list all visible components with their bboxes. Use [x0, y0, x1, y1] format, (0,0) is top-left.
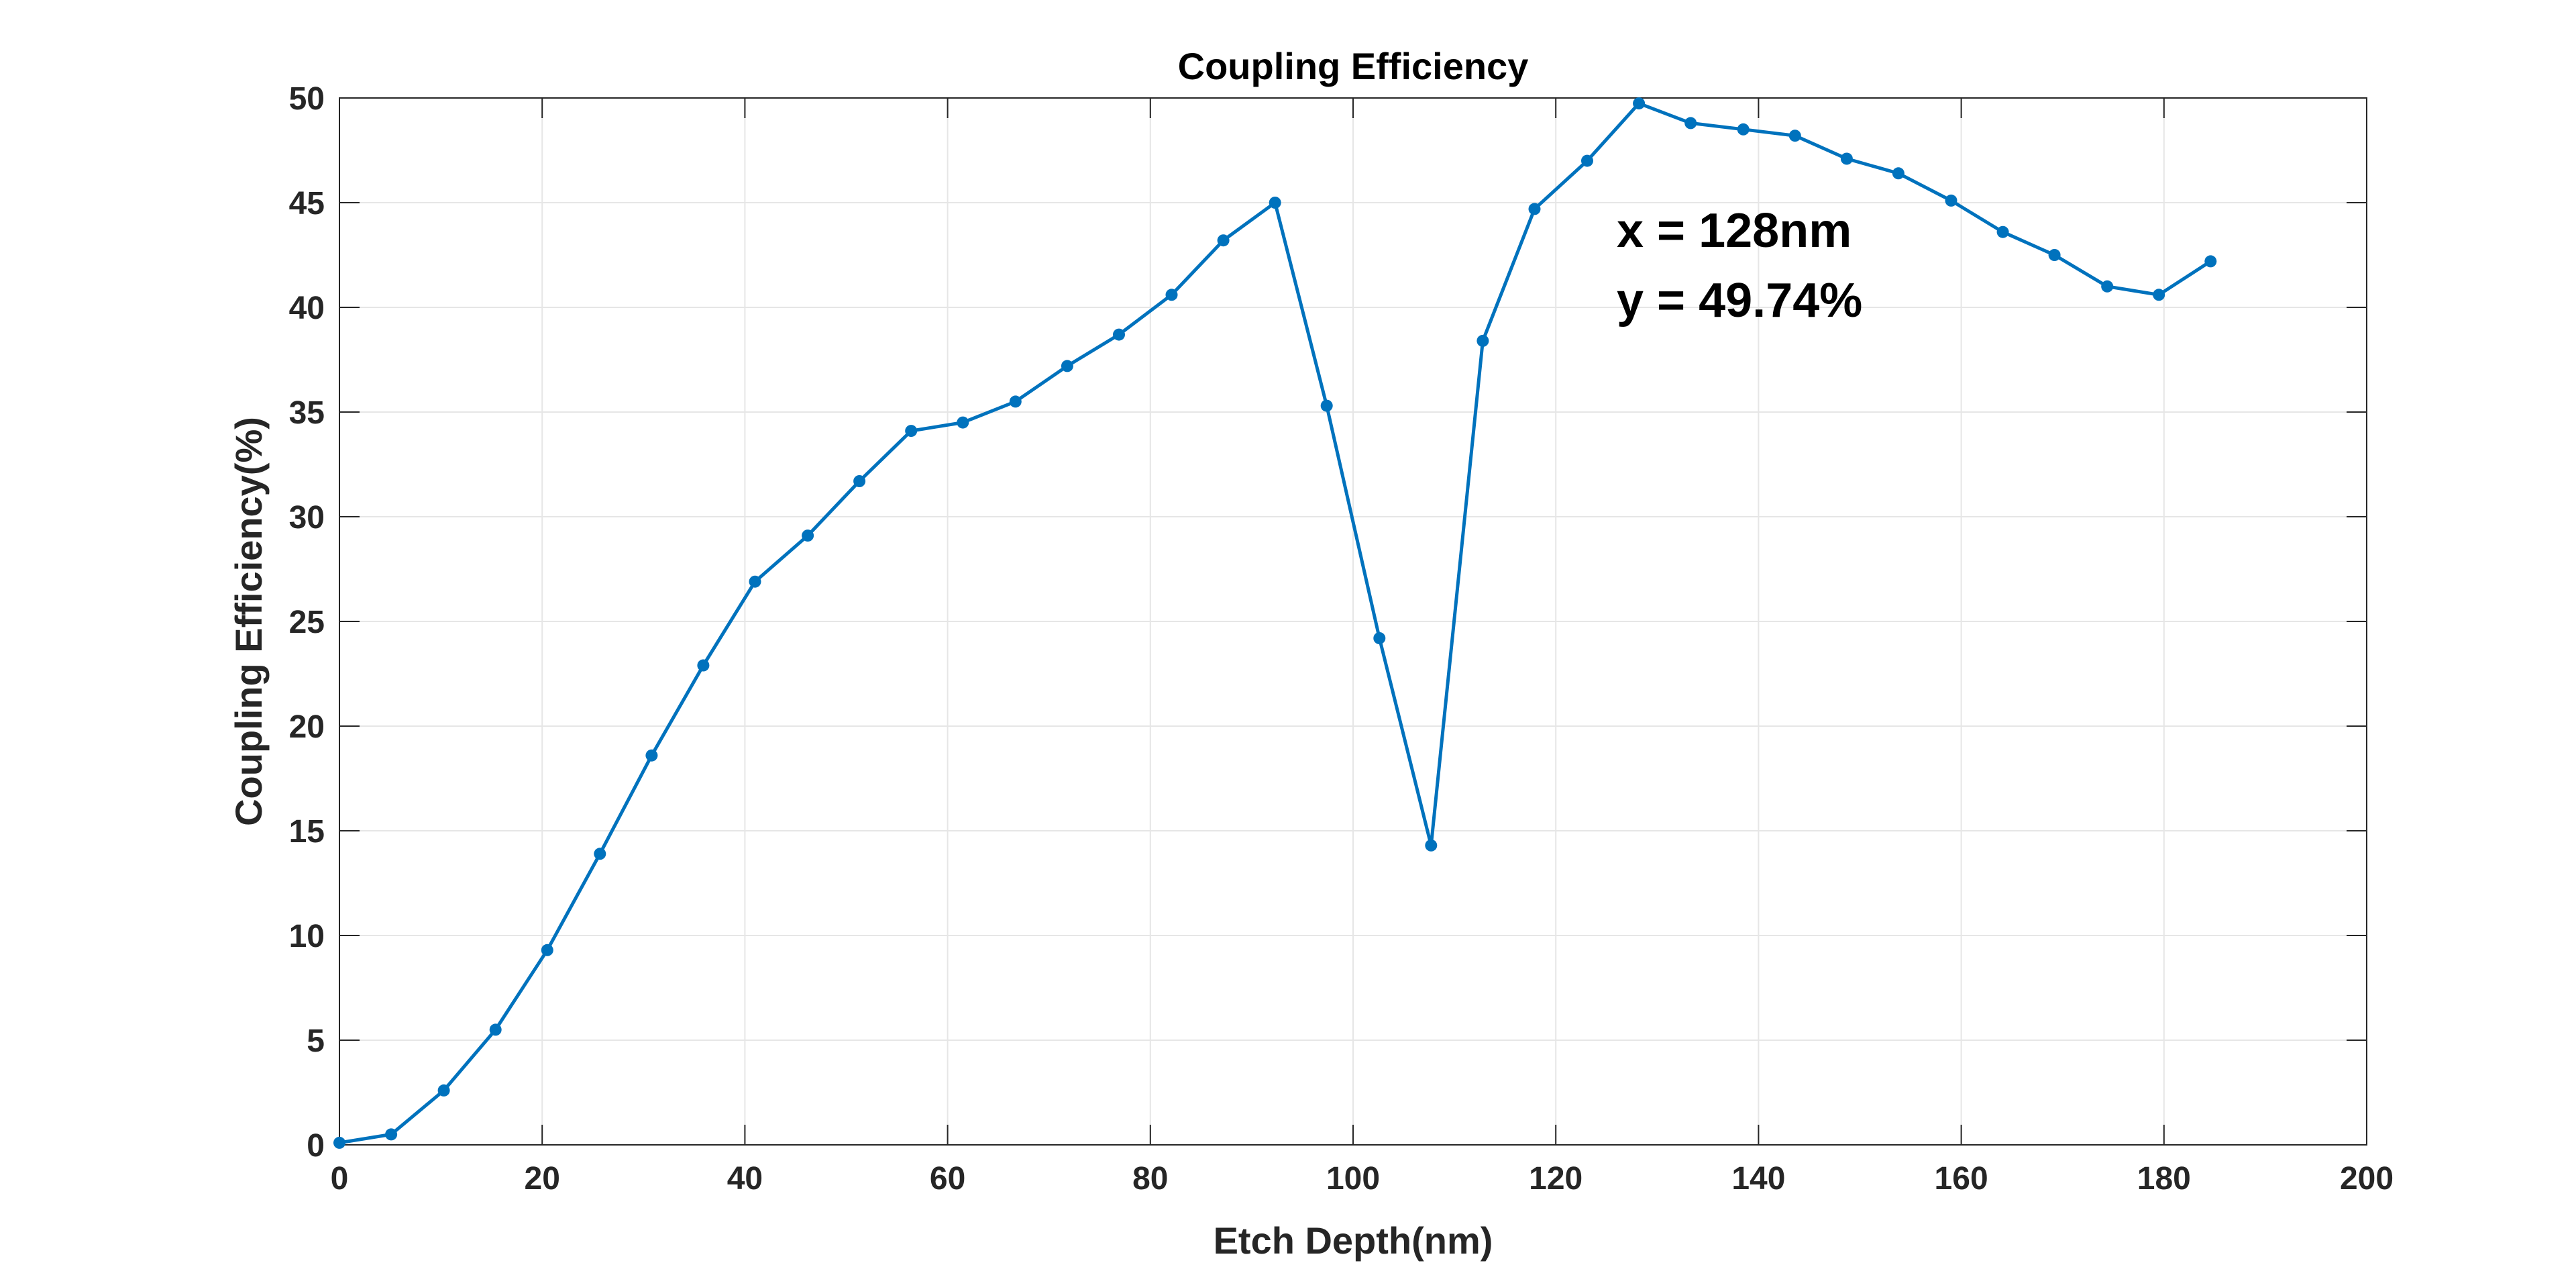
data-point: [385, 1128, 398, 1141]
x-tick-labels: 0 20 40 60 80 100 120 140 160 180 200: [331, 1161, 2394, 1197]
data-point: [802, 529, 814, 542]
y-tick-label: 50: [289, 81, 325, 117]
data-point: [905, 425, 918, 438]
data-point: [957, 416, 969, 429]
x-tick-label: 20: [525, 1161, 560, 1197]
data-point: [1425, 839, 1438, 852]
data-point: [1009, 395, 1022, 408]
x-tick-label: 40: [727, 1161, 763, 1197]
data-point: [2153, 289, 2165, 301]
data-point: [2101, 280, 2114, 293]
data-point: [2048, 249, 2061, 261]
data-point: [1945, 194, 1957, 207]
data-point: [697, 659, 710, 672]
data-point: [1788, 130, 1801, 142]
data-point: [1892, 167, 1904, 180]
x-tick-label: 160: [1935, 1161, 1988, 1197]
y-tick-labels: 0 5 10 15 20 25 30 35 40 45 50: [289, 81, 325, 1164]
data-point: [1165, 289, 1178, 301]
y-tick-label: 25: [289, 605, 325, 640]
y-tick-label: 45: [289, 186, 325, 221]
y-tick-label: 30: [289, 500, 325, 536]
data-point: [1477, 334, 1489, 347]
annotation-x-value: x = 128nm: [1617, 204, 1851, 258]
data-point: [1996, 225, 2009, 238]
x-tick-label: 80: [1132, 1161, 1168, 1197]
y-axis-title: Coupling Efficiency(%): [227, 417, 270, 826]
data-series: [333, 97, 2217, 1149]
data-point: [645, 749, 658, 762]
data-point: [1840, 152, 1853, 165]
x-tick-label: 100: [1326, 1161, 1380, 1197]
x-tick-label: 120: [1529, 1161, 1582, 1197]
data-point: [1269, 197, 1281, 209]
data-point: [541, 944, 553, 956]
chart-title: Coupling Efficiency: [1178, 45, 1529, 87]
x-tick-label: 60: [930, 1161, 965, 1197]
y-tick-label: 0: [307, 1128, 325, 1164]
y-tick-label: 35: [289, 395, 325, 431]
x-tick-label: 200: [2340, 1161, 2394, 1197]
data-point: [333, 1136, 345, 1149]
data-point: [1581, 154, 1593, 167]
data-point: [1684, 117, 1697, 130]
x-tick-label: 0: [331, 1161, 349, 1197]
data-point: [489, 1023, 502, 1036]
data-point: [1113, 328, 1125, 341]
y-tick-label: 15: [289, 814, 325, 850]
data-point: [1373, 632, 1386, 644]
data-point: [1217, 234, 1230, 247]
data-point: [853, 475, 866, 487]
y-tick-label: 20: [289, 709, 325, 745]
y-tick-label: 5: [307, 1023, 325, 1059]
data-point: [1320, 399, 1333, 412]
data-point: [1737, 123, 1750, 136]
y-tick-label: 10: [289, 919, 325, 954]
data-point: [594, 848, 606, 860]
x-tick-label: 180: [2137, 1161, 2191, 1197]
data-point: [1633, 97, 1646, 110]
data-point: [749, 575, 761, 588]
data-point: [437, 1084, 450, 1097]
x-axis-title: Etch Depth(nm): [1214, 1219, 1493, 1262]
annotation-y-value: y = 49.74%: [1617, 274, 1862, 327]
data-point: [1061, 360, 1073, 372]
y-tick-label: 40: [289, 291, 325, 326]
x-tick-label: 140: [1731, 1161, 1785, 1197]
plot-frame: [339, 97, 2367, 1146]
data-point: [1528, 203, 1541, 215]
data-point: [2204, 255, 2217, 268]
